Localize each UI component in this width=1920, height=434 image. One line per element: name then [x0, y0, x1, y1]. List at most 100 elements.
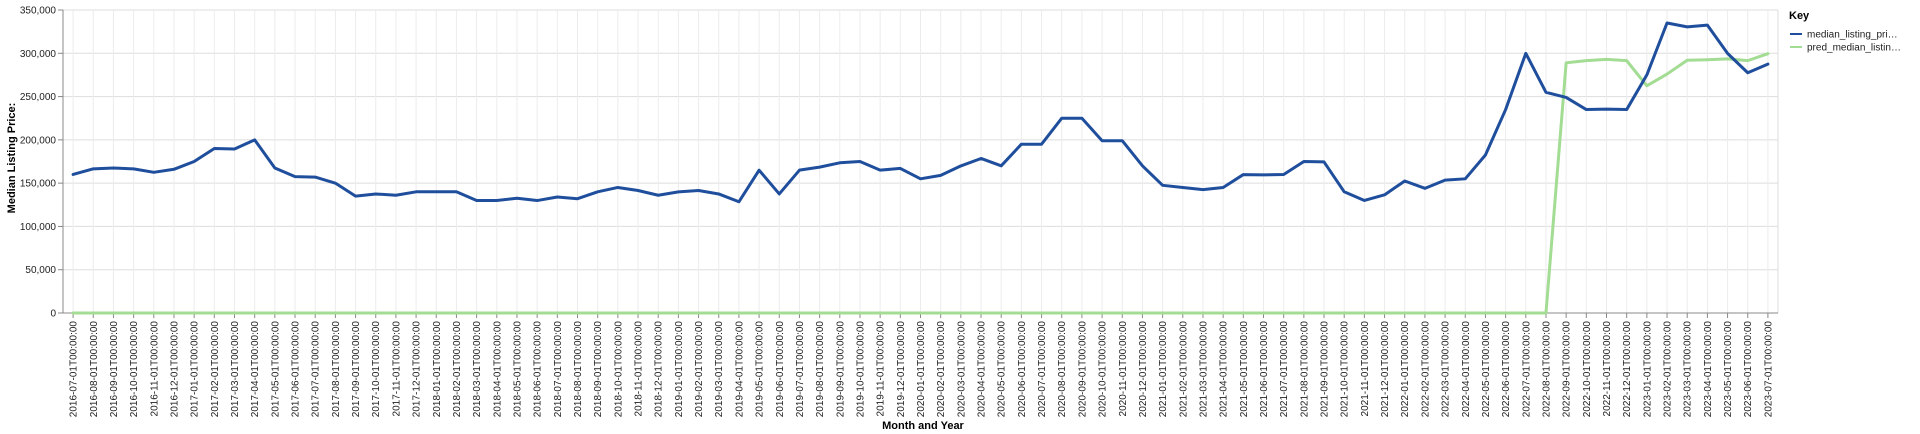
y-axis: 0 50,000 100,000 150,000 200,000 250,000 300,0…	[20, 6, 64, 320]
data-point	[697, 312, 700, 314]
x-tick-label: 2023-02-01T00:00:00	[1663, 321, 1674, 418]
data-point	[737, 200, 740, 203]
x-tick-label: 2016-07-01T00:00:00	[69, 321, 80, 418]
data-point	[92, 167, 95, 170]
x-tick-label: 2021-09-01T00:00:00	[1320, 321, 1331, 418]
x-tick-label: 2018-03-01T00:00:00	[472, 321, 483, 418]
x-tick-label: 2018-05-01T00:00:00	[512, 321, 523, 418]
data-point	[616, 186, 619, 189]
data-point	[1000, 312, 1003, 314]
data-point	[1544, 312, 1547, 314]
data-point	[1766, 63, 1769, 66]
data-point	[1605, 58, 1608, 61]
data-point	[152, 312, 155, 314]
x-tick-label: 2022-07-01T00:00:00	[1521, 321, 1532, 418]
data-point	[294, 312, 297, 314]
x-tick-label: 2021-10-01T00:00:00	[1340, 321, 1351, 418]
x-tick-label: 2021-07-01T00:00:00	[1279, 321, 1290, 418]
x-tick-label: 2017-01-01T00:00:00	[190, 321, 201, 418]
data-point	[959, 164, 962, 167]
data-point	[1000, 164, 1003, 167]
x-tick-label: 2017-04-01T00:00:00	[250, 321, 261, 418]
data-point	[273, 312, 276, 314]
x-tick-label: 2023-04-01T00:00:00	[1703, 321, 1714, 418]
data-point	[879, 169, 882, 172]
data-point	[294, 175, 297, 178]
data-point	[1020, 143, 1023, 146]
x-tick-label: 2018-12-01T00:00:00	[654, 321, 665, 418]
data-point	[1504, 108, 1507, 111]
x-tick-label: 2019-10-01T00:00:00	[855, 321, 866, 418]
legend-label: median_listing_pri…	[1807, 30, 1898, 41]
data-point	[253, 138, 256, 141]
x-tick-label: 2022-12-01T00:00:00	[1622, 321, 1633, 418]
data-point	[1544, 91, 1547, 94]
x-tick-label: 2021-03-01T00:00:00	[1198, 321, 1209, 418]
data-point	[515, 197, 518, 200]
legend-title: Key	[1789, 10, 1810, 22]
data-point	[1484, 154, 1487, 157]
data-point	[1524, 52, 1527, 55]
data-point	[1403, 179, 1406, 182]
data-point	[455, 312, 458, 314]
data-point	[677, 312, 680, 314]
data-point	[374, 312, 377, 314]
x-tick-label: 2018-11-01T00:00:00	[634, 321, 645, 417]
data-point	[536, 199, 539, 202]
data-point	[172, 168, 175, 171]
data-point	[1201, 188, 1204, 191]
data-point	[213, 312, 216, 314]
data-point	[1181, 186, 1184, 189]
x-tick-label: 2019-12-01T00:00:00	[896, 321, 907, 418]
data-point	[1605, 108, 1608, 111]
x-tick-label: 2017-05-01T00:00:00	[270, 321, 281, 418]
data-point	[939, 312, 942, 314]
data-point	[1383, 193, 1386, 196]
x-tick-label: 2019-04-01T00:00:00	[734, 321, 745, 418]
data-point	[758, 312, 761, 314]
x-tick-label: 2018-04-01T00:00:00	[492, 321, 503, 418]
y-axis-title: Median Listing Price:	[6, 103, 18, 214]
x-tick-label: 2016-09-01T00:00:00	[109, 321, 120, 418]
data-point	[415, 312, 418, 314]
data-point	[1726, 52, 1729, 55]
x-tick-label: 2021-05-01T00:00:00	[1239, 321, 1250, 418]
data-point	[838, 161, 841, 164]
x-tick-label: 2021-12-01T00:00:00	[1380, 321, 1391, 418]
data-point	[838, 312, 841, 314]
x-tick-label: 2020-12-01T00:00:00	[1138, 321, 1149, 418]
data-point	[1343, 190, 1346, 193]
data-point	[435, 190, 438, 193]
data-point	[1121, 139, 1124, 142]
data-point	[394, 194, 397, 197]
x-tick-label: 2018-07-01T00:00:00	[553, 321, 564, 418]
data-point	[314, 176, 317, 179]
data-point	[1504, 312, 1507, 314]
data-point	[132, 312, 135, 314]
data-point	[778, 192, 781, 195]
data-point	[657, 194, 660, 197]
data-point	[213, 147, 216, 150]
y-tick-label: 300,000	[20, 49, 57, 60]
data-point	[1444, 312, 1447, 314]
data-point	[858, 312, 861, 314]
data-point	[1181, 312, 1184, 314]
data-point	[1686, 59, 1689, 62]
legend: Key median_listing_pri… pred_median_listi…	[1789, 10, 1901, 54]
data-point	[657, 312, 660, 314]
data-point	[1161, 184, 1164, 187]
data-point	[556, 312, 559, 314]
data-point	[1242, 312, 1245, 314]
x-tick-label: 2020-05-01T00:00:00	[997, 321, 1008, 418]
data-point	[1766, 52, 1769, 55]
x-tick-label: 2022-11-01T00:00:00	[1602, 321, 1613, 417]
x-tick-label: 2017-08-01T00:00:00	[331, 321, 342, 418]
data-point	[132, 167, 135, 170]
data-point	[1141, 164, 1144, 167]
data-point	[495, 199, 498, 202]
data-point	[1302, 160, 1305, 163]
x-tick-label: 2016-11-01T00:00:00	[149, 321, 160, 417]
x-tick-label: 2022-01-01T00:00:00	[1400, 321, 1411, 418]
x-tick-label: 2017-02-01T00:00:00	[210, 321, 221, 418]
data-point	[1666, 73, 1669, 76]
